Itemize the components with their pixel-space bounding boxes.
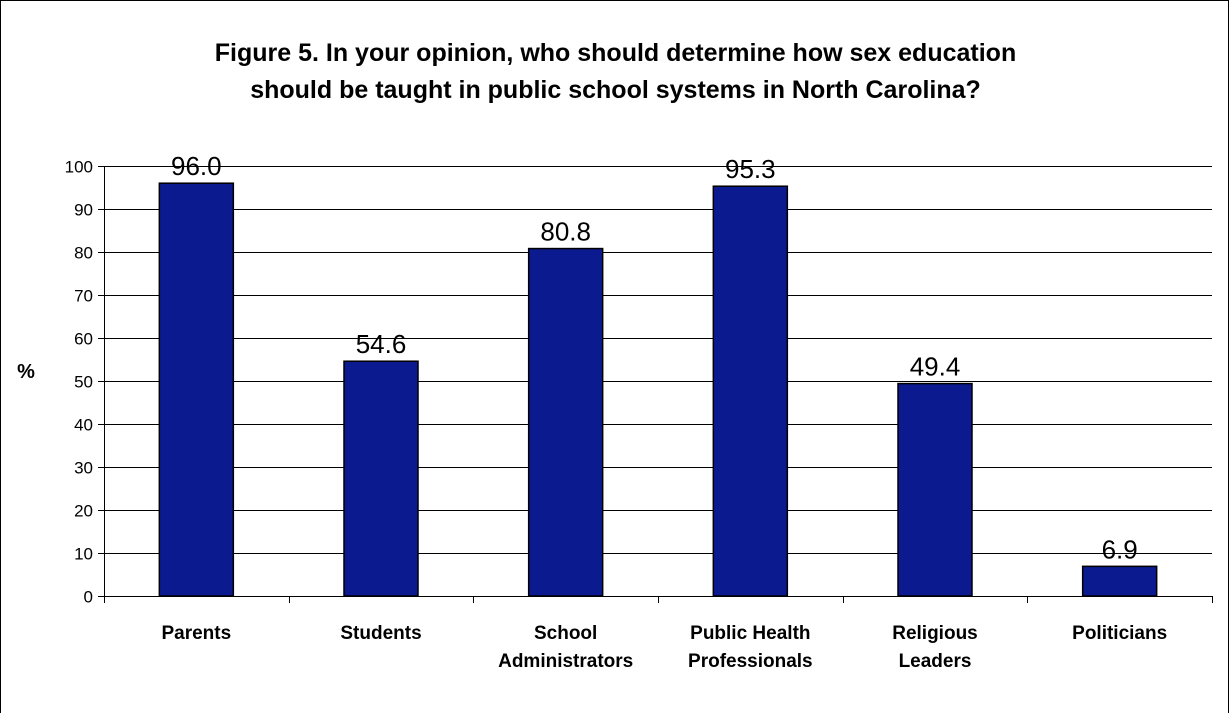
x-tick-label: Leaders	[899, 651, 972, 672]
y-tick-label: 60	[74, 330, 93, 349]
y-tick-label: 40	[74, 416, 93, 435]
gridlines	[104, 166, 1212, 554]
y-tick-label: 70	[74, 287, 93, 306]
x-tick-label: Students	[340, 623, 421, 644]
bars	[158, 182, 1158, 597]
bar	[712, 185, 789, 597]
chart-title-line-2: should be taught in public school system…	[250, 76, 981, 104]
y-tick-label: 30	[74, 459, 93, 478]
y-tick-label: 10	[74, 545, 93, 564]
bar	[158, 182, 235, 597]
bar	[527, 247, 604, 597]
y-tick-label: 90	[74, 201, 93, 220]
x-tick-label: School	[534, 623, 597, 644]
y-tick-label: 80	[74, 244, 93, 263]
data-label: 6.9	[1102, 534, 1138, 564]
data-label: 95.3	[725, 154, 776, 184]
y-tick-label: 50	[74, 373, 93, 392]
data-label: 54.6	[356, 329, 407, 359]
y-tick-label: 0	[84, 588, 93, 607]
chart-title: Figure 5. In your opinion, who should de…	[1, 35, 1230, 109]
x-tick-label: Politicians	[1072, 623, 1167, 644]
data-label: 80.8	[540, 217, 591, 247]
chart-title-line-1: Figure 5. In your opinion, who should de…	[214, 39, 1017, 67]
y-tick-label: 100	[65, 158, 93, 177]
data-label: 49.4	[910, 352, 961, 382]
x-tick-label: Parents	[161, 623, 231, 644]
data-label: 96.0	[171, 151, 222, 181]
y-tick-label: 20	[74, 502, 93, 521]
y-axis-label: %	[17, 361, 35, 383]
labels: 0 10 20 30 40 50 60 70 80 90 100 96.0 Parents 54.6 Stu…	[65, 151, 1168, 672]
x-tick-label: Religious	[892, 623, 978, 644]
x-tick-label: Professionals	[688, 651, 813, 672]
x-tick-label: Administrators	[498, 651, 633, 672]
x-tick-label: Public Health	[690, 623, 810, 644]
axes	[98, 166, 1213, 603]
bar	[343, 360, 419, 597]
bar	[1081, 565, 1158, 597]
bar	[897, 382, 973, 597]
